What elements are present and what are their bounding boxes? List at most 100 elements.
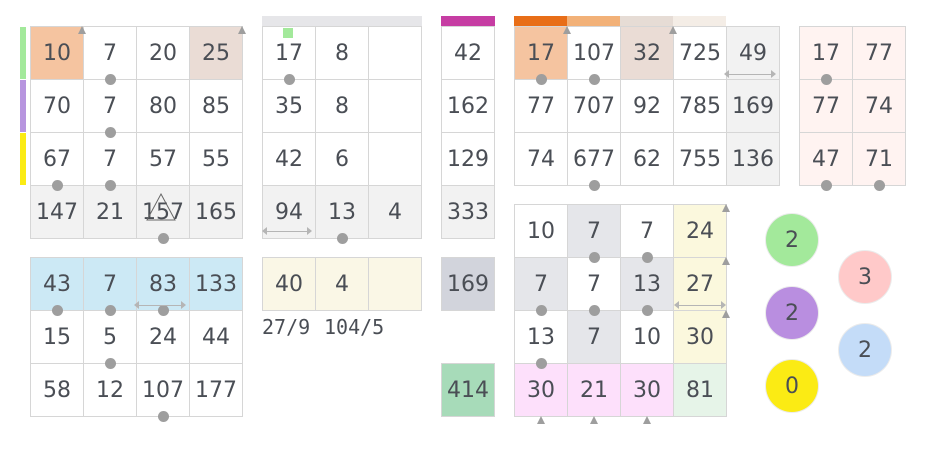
- grid-cell[interactable]: 12: [84, 364, 137, 417]
- number-grid-j: 10 7 7 24 7 7 13 27 13 7 10 30 30 21 30 81: [514, 204, 727, 417]
- grid-cell[interactable]: 8: [316, 27, 369, 80]
- grid-cell[interactable]: 77: [515, 80, 568, 133]
- grid-cell[interactable]: 24: [137, 311, 190, 364]
- grid-cell[interactable]: 785: [674, 80, 727, 133]
- column-arrow-up: [643, 416, 651, 424]
- grid-cell[interactable]: 30: [674, 311, 727, 364]
- grid-cell[interactable]: 7: [515, 258, 568, 316]
- grid-cell[interactable]: 32: [621, 27, 674, 80]
- grid-cell[interactable]: 133: [190, 258, 243, 311]
- grid-cell[interactable]: 707: [568, 80, 621, 133]
- color-count-circle[interactable]: 3: [839, 251, 891, 303]
- grid-cell[interactable]: 4: [316, 258, 369, 311]
- grid-cell[interactable]: 165: [190, 186, 243, 239]
- grid-cell[interactable]: 129: [442, 133, 495, 186]
- color-count-circle[interactable]: 2: [839, 324, 891, 376]
- grid-cell[interactable]: 7: [568, 311, 621, 364]
- connector-dot: [104, 358, 116, 369]
- grid-cell[interactable]: 10: [621, 311, 674, 364]
- connector-dot: [588, 252, 600, 263]
- color-count-circle[interactable]: 2: [766, 214, 818, 266]
- grid-cell[interactable]: 27: [674, 258, 727, 311]
- grid-cell[interactable]: 21: [568, 364, 621, 417]
- grid-cell[interactable]: 13: [515, 311, 568, 369]
- grid-cell[interactable]: [369, 133, 422, 186]
- grid-cell[interactable]: 67: [31, 133, 84, 191]
- grid-cell[interactable]: 7: [84, 258, 137, 316]
- grid-cell[interactable]: 74: [853, 80, 906, 133]
- grid-cell[interactable]: 77: [853, 27, 906, 80]
- grid-cell[interactable]: 62: [621, 133, 674, 186]
- grid-cell[interactable]: 7: [84, 80, 137, 138]
- grid-cell[interactable]: 47: [800, 133, 853, 191]
- grid-cell[interactable]: 55: [190, 133, 243, 186]
- grid-cell[interactable]: 43: [31, 258, 84, 316]
- connector-dot: [820, 74, 832, 85]
- grid-cell[interactable]: 333: [442, 186, 495, 239]
- grid-cell[interactable]: 44: [190, 311, 243, 364]
- grid-cell[interactable]: 7: [568, 205, 621, 263]
- grid-cell[interactable]: 136: [727, 133, 780, 186]
- grid-cell[interactable]: 7: [84, 27, 137, 85]
- grid-cell[interactable]: 147: [31, 186, 84, 239]
- grid-cell[interactable]: 57: [137, 133, 190, 186]
- grid-cell[interactable]: 13: [316, 186, 369, 244]
- grid-cell[interactable]: 169: [727, 80, 780, 133]
- grid-cell[interactable]: 40: [263, 258, 316, 311]
- grid-cell[interactable]: 17: [263, 27, 316, 85]
- number-grid-e: 17 77 77 74 47 71: [799, 26, 906, 191]
- grid-cell[interactable]: 30: [515, 364, 568, 417]
- grid-cell[interactable]: 24: [674, 205, 727, 258]
- grid-cell[interactable]: 10: [31, 27, 84, 80]
- number-grid-d: 17 107 32 725 49 77 707 92 785 169 74 677 62 755 136: [514, 26, 780, 191]
- grid-cell[interactable]: 677: [568, 133, 621, 191]
- swap-arrow[interactable]: [262, 225, 312, 237]
- swap-arrow[interactable]: [724, 68, 776, 80]
- grid-cell[interactable]: 70: [31, 80, 84, 133]
- grid-cell[interactable]: [369, 258, 422, 311]
- grid-cell[interactable]: 92: [621, 80, 674, 133]
- swap-arrow[interactable]: [134, 299, 186, 311]
- grid-cell[interactable]: 755: [674, 133, 727, 186]
- grid-cell[interactable]: 13: [621, 258, 674, 316]
- grid-cell[interactable]: [369, 27, 422, 80]
- grid-cell[interactable]: 10: [515, 205, 568, 258]
- grid-cell[interactable]: 7: [568, 258, 621, 316]
- grid-cell[interactable]: 74: [515, 133, 568, 186]
- grid-cell[interactable]: 414: [442, 364, 495, 417]
- grid-cell[interactable]: [369, 80, 422, 133]
- grid-cell[interactable]: 107: [137, 364, 190, 422]
- grid-cell[interactable]: 25: [190, 27, 243, 80]
- grid-cell[interactable]: 162: [442, 80, 495, 133]
- grid-cell[interactable]: 35: [263, 80, 316, 133]
- grid-cell[interactable]: 58: [31, 364, 84, 417]
- swap-arrow[interactable]: [674, 299, 726, 311]
- grid-cell[interactable]: 8: [316, 80, 369, 133]
- grid-cell[interactable]: 17: [515, 27, 568, 85]
- grid-cell[interactable]: 71: [853, 133, 906, 191]
- connector-dot: [104, 305, 116, 316]
- grid-cell[interactable]: 5: [84, 311, 137, 369]
- grid-cell[interactable]: 177: [190, 364, 243, 417]
- fraction-label: 104/5: [324, 315, 385, 339]
- grid-cell[interactable]: 4: [369, 186, 422, 239]
- grid-cell[interactable]: 725: [674, 27, 727, 80]
- grid-cell[interactable]: 30: [621, 364, 674, 417]
- grid-cell[interactable]: 42: [442, 27, 495, 80]
- grid-cell[interactable]: 42: [263, 133, 316, 186]
- grid-cell[interactable]: 20: [137, 27, 190, 80]
- grid-cell[interactable]: 6: [316, 133, 369, 186]
- color-count-circle[interactable]: 2: [766, 287, 818, 339]
- grid-cell[interactable]: 7: [621, 205, 674, 263]
- grid-cell[interactable]: 169: [442, 258, 495, 311]
- grid-cell[interactable]: 81: [674, 364, 727, 417]
- grid-cell[interactable]: 85: [190, 80, 243, 133]
- grid-cell[interactable]: 80: [137, 80, 190, 133]
- grid-cell[interactable]: 7: [84, 133, 137, 191]
- grid-cell[interactable]: 17: [800, 27, 853, 85]
- grid-cell[interactable]: 21: [84, 186, 137, 239]
- grid-cell[interactable]: 77: [800, 80, 853, 133]
- color-count-circle[interactable]: 0: [766, 360, 818, 412]
- grid-cell[interactable]: 15: [31, 311, 84, 364]
- grid-cell[interactable]: 107: [568, 27, 621, 85]
